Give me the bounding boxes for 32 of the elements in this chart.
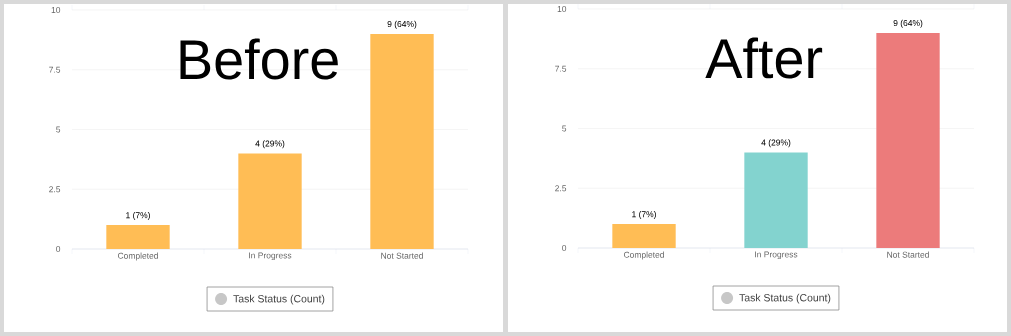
- x-tick-label: In Progress: [249, 252, 292, 261]
- bar: [106, 225, 170, 249]
- y-tick-label: 0: [56, 246, 61, 252]
- y-tick-label: 5: [562, 125, 567, 132]
- bar: [744, 152, 808, 248]
- data-label: 9 (64%): [387, 20, 417, 29]
- x-tick-label: In Progress: [755, 251, 798, 260]
- y-tick-label: 10: [51, 7, 61, 13]
- y-tick-label: 2.5: [49, 186, 61, 193]
- y-tick-label: 7.5: [555, 65, 567, 72]
- data-label: 1 (7%): [632, 211, 656, 219]
- x-tick-label: Completed: [117, 252, 158, 261]
- bar: [238, 153, 302, 249]
- y-tick-label: 2.5: [555, 185, 567, 192]
- data-label: 9 (64%): [893, 19, 923, 28]
- data-label: 4 (29%): [255, 140, 285, 149]
- y-tick-label: 0: [562, 245, 567, 251]
- y-tick-label: 5: [56, 126, 61, 133]
- bar: [370, 33, 434, 249]
- bar: [612, 224, 676, 248]
- x-tick-label: Completed: [623, 251, 664, 260]
- text: Task Status (Count): [739, 293, 831, 304]
- data-label: 4 (29%): [761, 139, 791, 148]
- y-tick-label: 10: [557, 6, 567, 12]
- x-tick-label: Not Started: [381, 252, 423, 259]
- text: Task Status (Count): [233, 294, 325, 305]
- chart-title: Before: [180, 38, 338, 80]
- x-tick-label: Not Started: [887, 251, 929, 258]
- y-tick-label: 7.5: [49, 66, 61, 73]
- data-label: 1 (7%): [126, 212, 150, 220]
- chart-title: After: [705, 37, 823, 79]
- bar: [876, 32, 940, 248]
